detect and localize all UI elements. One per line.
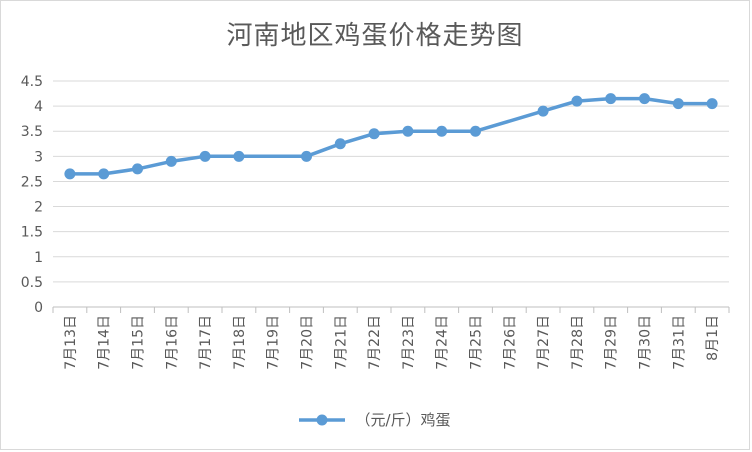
y-tick-label: 4 [34,99,43,115]
data-point [571,95,583,107]
x-tick-label: 7月26日 [502,315,518,370]
y-tick-label: 3.5 [21,124,43,140]
x-tick-label: 7月28日 [570,315,586,370]
y-tick-label: 2.5 [21,174,43,190]
data-point [537,105,549,117]
x-tick-label: 7月17日 [198,315,214,370]
chart-title: 河南地区鸡蛋价格走势图 [226,21,524,51]
legend-series-marker [299,414,346,425]
chart-legend: （元/斤）鸡蛋 [1,409,749,430]
x-tick-label: 7月31日 [671,315,687,370]
x-tick-label: 8月1日 [705,315,721,361]
x-tick-label: 7月24日 [435,315,451,370]
y-tick-label: 3 [34,149,43,165]
x-tick-label: 7月29日 [604,315,620,370]
series-line [68,96,714,176]
y-tick-label: 0 [34,300,43,316]
data-point [672,98,684,110]
legend-series-label: （元/斤）鸡蛋 [355,411,451,429]
x-tick-label: 7月16日 [164,315,180,370]
x-tick-label: 7月19日 [266,315,282,370]
data-point [706,98,718,110]
x-tick-label: 7月18日 [232,315,248,370]
x-tick-label: 7月14日 [97,315,113,370]
x-tick-label: 7月23日 [401,315,417,370]
x-tick-label: 7月15日 [131,315,147,370]
line-chart-plot: 0 0.5 1 1.5 2 2.5 3 3.5 4 4.5 7月13日 7月14日 7月15日 7月16日… [21,74,730,370]
data-point [165,155,177,167]
y-tick-label: 2 [34,200,43,216]
y-tick-label: 1.5 [21,225,43,241]
y-tick-label: 0.5 [21,275,43,291]
y-tick-label: 1 [34,250,43,266]
data-point [301,150,312,162]
data-point [436,125,448,137]
data-point [368,128,380,140]
data-point [639,93,650,105]
x-tick-label: 7月22日 [367,315,383,370]
x-tick-label: 7月21日 [333,315,349,370]
data-point [334,138,346,150]
x-tick-label: 7月25日 [469,315,485,370]
data-point [64,168,76,180]
data-point [605,93,617,105]
x-tick-label: 7月30日 [638,315,654,370]
data-point [470,125,481,137]
data-point [132,163,143,175]
x-tick-label: 7月13日 [63,315,79,370]
x-tick-label: 7月20日 [300,315,316,370]
data-point [98,168,110,180]
x-tick-label: 7月27日 [536,315,552,370]
data-point [233,150,245,162]
data-point [199,150,211,162]
y-tick-label: 4.5 [21,74,43,90]
data-point [402,125,414,137]
